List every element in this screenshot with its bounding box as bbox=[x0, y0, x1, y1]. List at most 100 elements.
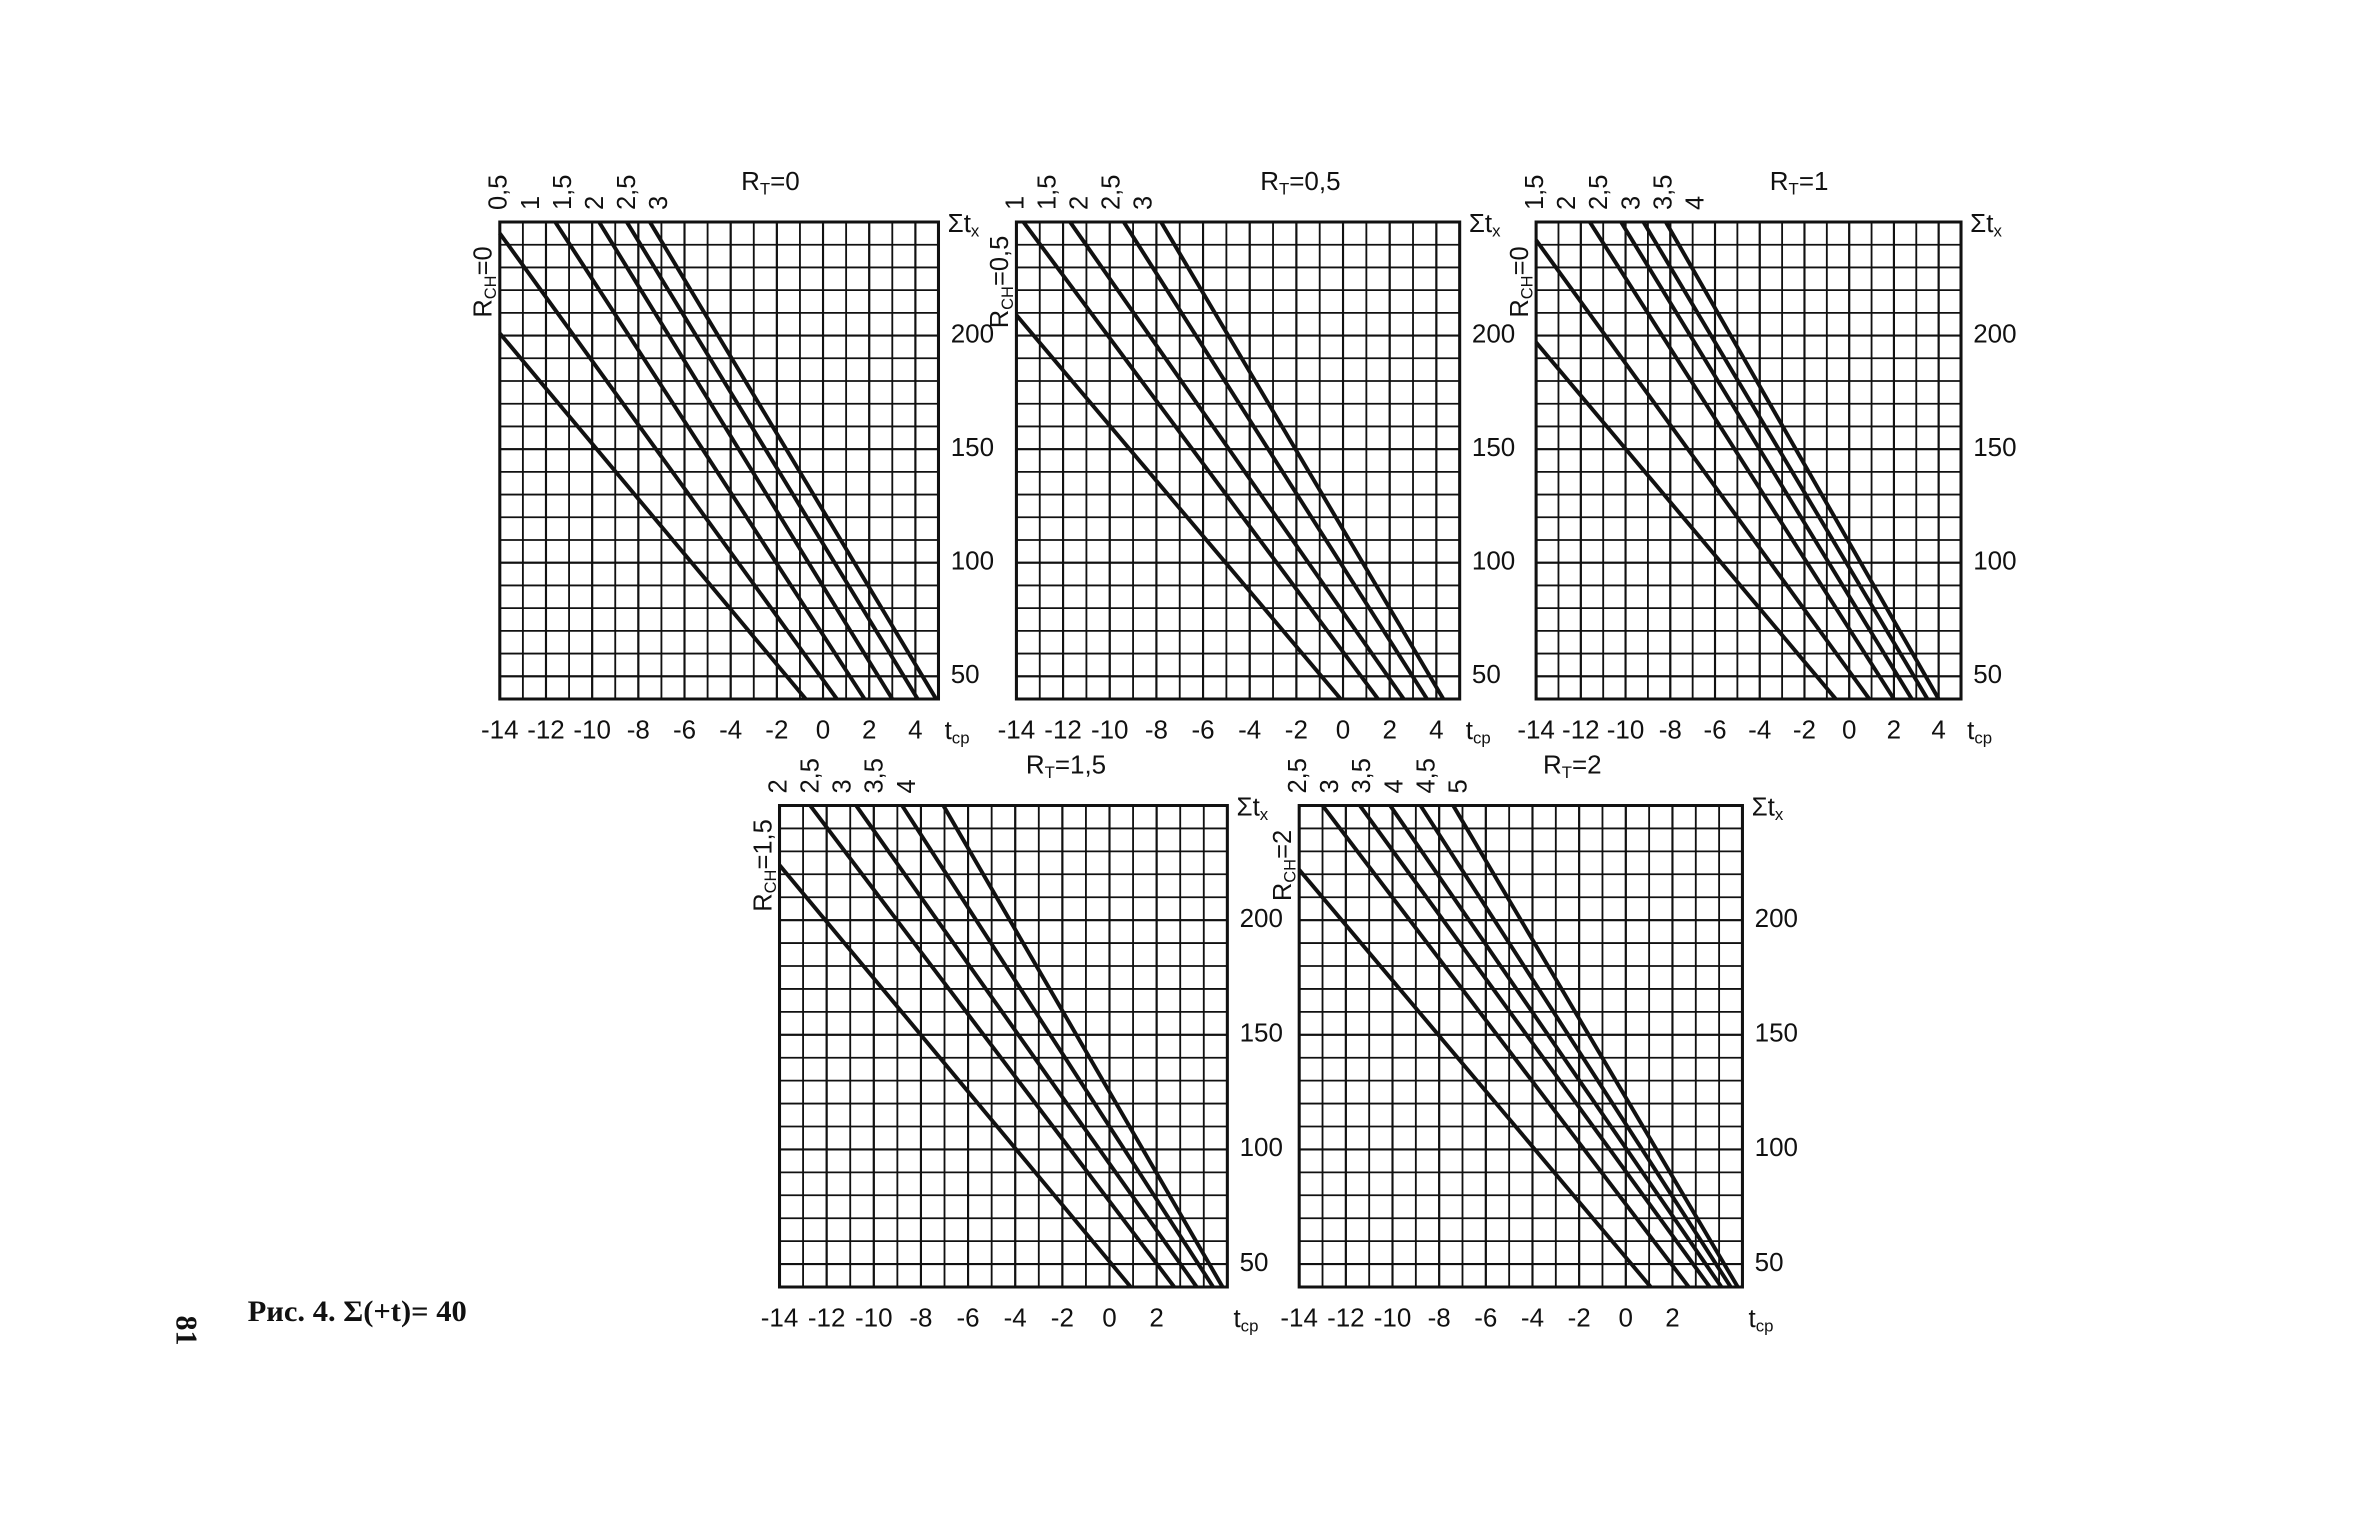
x-tick-label: -4 bbox=[1004, 1305, 1027, 1333]
x-tick-label: -14 bbox=[481, 717, 519, 745]
x-tick-label: -12 bbox=[1327, 1305, 1365, 1333]
x-axis-label: tcp bbox=[1967, 717, 1992, 748]
series-label: 1,5 bbox=[1521, 175, 1549, 210]
x-tick-label: -14 bbox=[761, 1305, 799, 1333]
series-line bbox=[1014, 313, 1343, 701]
y-axis-label: Σtx bbox=[1237, 793, 1269, 824]
x-tick-label: -4 bbox=[1521, 1305, 1544, 1333]
series-label: 2,5 bbox=[613, 175, 641, 210]
series-line bbox=[1122, 220, 1429, 701]
series-label: 0,5 bbox=[484, 175, 512, 210]
x-tick-label: -10 bbox=[855, 1305, 893, 1333]
chart-title-part: T bbox=[1279, 180, 1289, 199]
side-label: RCH=1,5 bbox=[749, 819, 780, 912]
chart-panel: -14 -12 -10 -8 -6 -4 -2 0 2 450100150200RT=1Σtxtc… bbox=[1505, 168, 2016, 748]
chart-panel: -14 -12 -10 -8 -6 -4 -2 0 2 450100150200RT=0,5Σtx… bbox=[986, 168, 1515, 748]
y-tick-label: 100 bbox=[1755, 1134, 1798, 1162]
series-label: 2,5 bbox=[796, 758, 824, 793]
x-axis-label-part: cp bbox=[952, 729, 970, 748]
x-axis-label-part: t bbox=[1749, 1305, 1756, 1333]
series-line bbox=[1619, 220, 1914, 701]
x-axis-label-part: cp bbox=[1473, 729, 1491, 748]
series-line bbox=[1534, 341, 1838, 701]
x-tick-label: -6 bbox=[1474, 1305, 1497, 1333]
series-label: 3 bbox=[1129, 196, 1157, 210]
series-label: 1,5 bbox=[1033, 175, 1061, 210]
x-axis-label-part: cp bbox=[1756, 1317, 1774, 1336]
y-tick-label: 50 bbox=[951, 661, 980, 689]
side-label-part: =2 bbox=[1269, 830, 1297, 859]
y-axis-label: Σtx bbox=[1752, 793, 1784, 824]
x-tick-label: -2 bbox=[765, 717, 788, 745]
series-line bbox=[854, 804, 1199, 1289]
side-label: RCH=0 bbox=[469, 246, 500, 317]
side-label-part: =0,5 bbox=[986, 236, 1014, 286]
side-label: RCH=2 bbox=[1269, 830, 1300, 901]
y-axis-label-part: x bbox=[1492, 222, 1501, 241]
x-tick-label: -14 bbox=[1280, 1305, 1318, 1333]
y-tick-label: 200 bbox=[1240, 905, 1283, 933]
y-axis-label-part: x bbox=[1993, 222, 2002, 241]
series-line bbox=[941, 804, 1225, 1288]
series-line bbox=[900, 804, 1215, 1289]
x-axis-label: tcp bbox=[945, 717, 970, 748]
series-label: 3 bbox=[828, 779, 856, 793]
figure-caption: Рис. 4. Σ(+t)= 40 bbox=[248, 1294, 467, 1328]
series-line bbox=[1451, 804, 1740, 1288]
series-label: 3 bbox=[1617, 196, 1645, 210]
x-tick-label: -14 bbox=[1517, 717, 1555, 745]
series-line bbox=[808, 804, 1176, 1289]
x-tick-label: -12 bbox=[808, 1305, 846, 1333]
chart-title-part: T bbox=[1562, 763, 1572, 782]
x-axis-label: tcp bbox=[1749, 1305, 1774, 1336]
series-line bbox=[1588, 220, 1896, 701]
series-line bbox=[498, 332, 808, 701]
y-tick-label: 150 bbox=[1240, 1020, 1283, 1048]
y-tick-label: 50 bbox=[1973, 661, 2002, 689]
x-tick-label: -2 bbox=[1568, 1305, 1591, 1333]
series-line bbox=[597, 220, 894, 701]
y-tick-label: 200 bbox=[1755, 905, 1798, 933]
x-axis-label-part: t bbox=[1967, 717, 1974, 745]
x-tick-label: -2 bbox=[1051, 1305, 1074, 1333]
chart-title-part: T bbox=[1045, 763, 1055, 782]
series-label: 1 bbox=[517, 196, 545, 210]
x-tick-label: -2 bbox=[1793, 717, 1816, 745]
y-tick-label: 200 bbox=[951, 321, 994, 349]
x-tick-label: -8 bbox=[909, 1305, 932, 1333]
series-label: 1 bbox=[1001, 196, 1029, 210]
y-axis-label-part: Σt bbox=[1970, 210, 1993, 238]
side-label-part: R bbox=[749, 893, 777, 911]
y-axis-label-part: x bbox=[1260, 805, 1269, 824]
side-label-part: CH bbox=[481, 275, 500, 299]
side-label-part: CH bbox=[761, 870, 780, 894]
series-line bbox=[625, 220, 920, 701]
y-axis-label-part: Σt bbox=[1237, 793, 1260, 821]
y-tick-label: 150 bbox=[951, 434, 994, 462]
x-axis-label-part: t bbox=[1466, 717, 1473, 745]
x-tick-label: 0 bbox=[1336, 717, 1350, 745]
x-tick-label: 4 bbox=[1931, 717, 1945, 745]
side-label: RCH=0,5 bbox=[986, 236, 1017, 329]
x-tick-label: 0 bbox=[1842, 717, 1856, 745]
chart-title-part: =1 bbox=[1799, 168, 1829, 196]
x-tick-label: -12 bbox=[527, 717, 565, 745]
x-tick-label: -6 bbox=[1192, 717, 1215, 745]
side-label-part: CH bbox=[1281, 859, 1300, 883]
side-label-part: =0 bbox=[469, 246, 497, 275]
side-label-part: CH bbox=[1518, 275, 1537, 299]
x-tick-label: -8 bbox=[1659, 717, 1682, 745]
side-label-part: CH bbox=[998, 286, 1017, 310]
chart-title: RT=2 bbox=[1543, 751, 1602, 782]
series-label: 5 bbox=[1444, 779, 1472, 793]
y-tick-label: 50 bbox=[1472, 661, 1501, 689]
series-label: 3 bbox=[645, 196, 673, 210]
y-axis-label: Σtx bbox=[1970, 210, 2002, 241]
series-label: 1,5 bbox=[549, 175, 577, 210]
chart-title-part: =1,5 bbox=[1055, 751, 1106, 779]
chart-title-part: R bbox=[741, 168, 760, 196]
x-tick-label: 4 bbox=[1429, 717, 1443, 745]
chart-title-part: =2 bbox=[1572, 751, 1602, 779]
x-tick-label: -4 bbox=[1748, 717, 1771, 745]
